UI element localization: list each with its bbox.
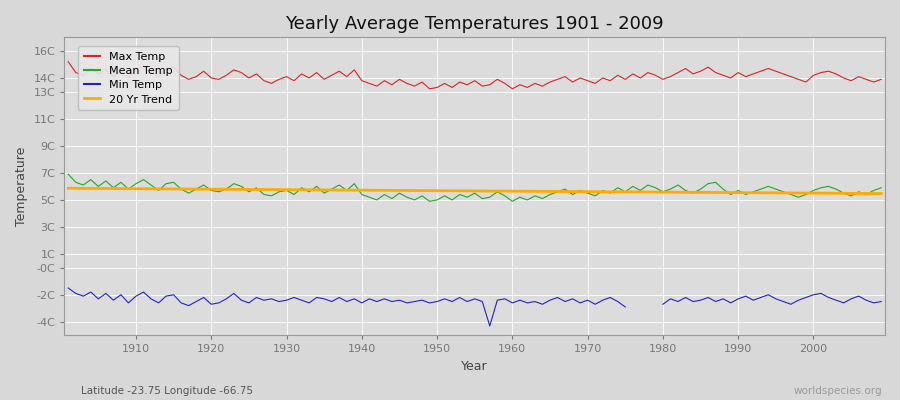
Text: Latitude -23.75 Longitude -66.75: Latitude -23.75 Longitude -66.75 <box>81 386 253 396</box>
Text: worldspecies.org: worldspecies.org <box>794 386 882 396</box>
Legend: Max Temp, Mean Temp, Min Temp, 20 Yr Trend: Max Temp, Mean Temp, Min Temp, 20 Yr Tre… <box>78 46 178 110</box>
Title: Yearly Average Temperatures 1901 - 2009: Yearly Average Temperatures 1901 - 2009 <box>285 15 664 33</box>
X-axis label: Year: Year <box>462 360 488 373</box>
Y-axis label: Temperature: Temperature <box>15 147 28 226</box>
